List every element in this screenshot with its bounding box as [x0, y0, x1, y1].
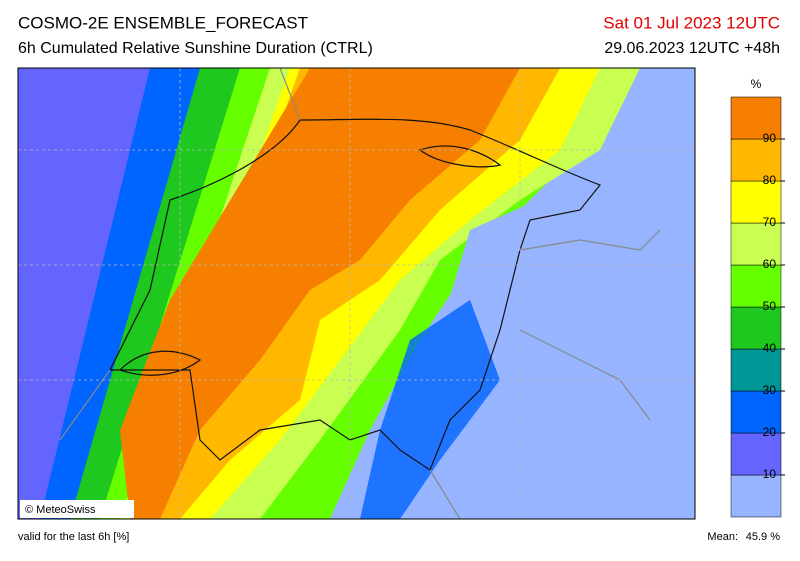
colorbar-tick-label: 20: [763, 425, 777, 439]
colorbar-tick-label: 30: [763, 383, 777, 397]
run-time: 29.06.2023 12UTC +48h: [604, 40, 780, 57]
footer-note: valid for the last 6h [%]: [18, 531, 129, 543]
title: COSMO-2E ENSEMBLE_FORECAST: [18, 13, 308, 32]
map: © MeteoSwiss: [17, 67, 696, 520]
colorbar-band: [730, 432, 782, 476]
map-region: [140, 68, 560, 519]
colorbar-band: [730, 138, 782, 182]
colorbar-band: [730, 180, 782, 224]
mean-label: Mean:: [707, 531, 738, 543]
credit: © MeteoSwiss: [25, 504, 96, 516]
colorbar-band: [730, 222, 782, 266]
colorbar-unit: %: [751, 77, 762, 91]
colorbar-tick-label: 40: [763, 341, 777, 355]
graticule: [18, 68, 695, 519]
mean-value: 45.9 %: [746, 531, 780, 543]
map-region: [120, 68, 520, 519]
subtitle: 6h Cumulated Relative Sunshine Duration …: [18, 40, 373, 57]
colorbar-tick-label: 70: [763, 215, 777, 229]
border: [109, 118, 601, 471]
colorbar-band: [730, 264, 782, 308]
border: [59, 68, 661, 519]
colorbar-tick-label: 90: [763, 131, 777, 145]
colorbar-tick-label: 10: [763, 467, 777, 481]
colorbar-band: [730, 348, 782, 392]
colorbar-band: [730, 306, 782, 350]
map-region: [440, 150, 695, 519]
colorbar-tick-label: 50: [763, 299, 777, 313]
map-frame: [17, 67, 696, 520]
valid-time: Sat 01 Jul 2023 12UTC: [603, 13, 780, 32]
map-region: [360, 300, 500, 519]
colorbar-band: [730, 390, 782, 434]
lake: [118, 145, 502, 376]
credit-box: [20, 500, 134, 518]
colorbar-tick-label: 80: [763, 173, 777, 187]
colorbar: % 10 20 30 40 50 60 70 80 90: [730, 77, 785, 518]
colorbar-tick-label: 60: [763, 257, 777, 271]
colorbar-band: [730, 96, 782, 140]
colorbar-band: [730, 474, 782, 518]
